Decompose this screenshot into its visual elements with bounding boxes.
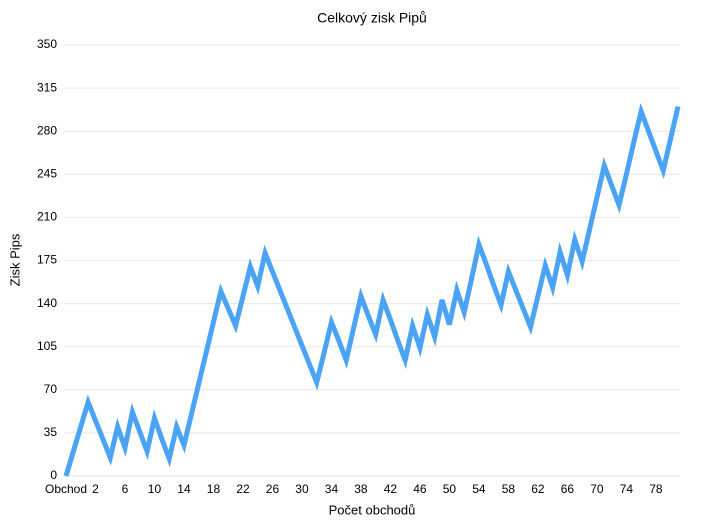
x-tick-label: 22 — [236, 482, 250, 496]
x-tick-label: 46 — [413, 482, 427, 496]
x-tick-label: 54 — [472, 482, 486, 496]
x-tick-label: 70 — [590, 482, 604, 496]
y-tick-label: 175 — [37, 253, 57, 267]
x-tick-label: 2 — [92, 482, 99, 496]
y-tick-label: 210 — [37, 210, 57, 224]
x-tick-label: 42 — [384, 482, 398, 496]
x-tick-label: 18 — [207, 482, 221, 496]
y-axis-title: Zisk Pips — [7, 233, 22, 286]
x-tick-label: 34 — [325, 482, 339, 496]
x-tick-label: 74 — [620, 482, 634, 496]
y-tick-label: 350 — [37, 37, 57, 51]
x-axis-title: Počet obchodů — [329, 502, 416, 517]
x-tick-label: 6 — [122, 482, 129, 496]
x-tick-label: 14 — [177, 482, 191, 496]
x-tick-label: 66 — [561, 482, 575, 496]
x-tick-label: 30 — [295, 482, 309, 496]
y-tick-label: 245 — [37, 166, 57, 180]
chart-title: Celkový zisk Pipů — [317, 10, 427, 26]
y-tick-label: 140 — [37, 296, 57, 310]
y-tick-label: 315 — [37, 80, 57, 94]
x-tick-label: 62 — [531, 482, 545, 496]
data-line — [63, 102, 681, 477]
x-tick-label: Obchod — [45, 482, 87, 496]
x-tick-label: 78 — [649, 482, 663, 496]
x-tick-label: 50 — [443, 482, 457, 496]
x-tick-label: 58 — [502, 482, 516, 496]
y-tick-label: 0 — [50, 468, 57, 482]
y-tick-label: 35 — [44, 425, 58, 439]
y-tick-label: 280 — [37, 123, 57, 137]
y-tick-label: 70 — [44, 382, 58, 396]
x-tick-label: 26 — [266, 482, 280, 496]
x-tick-label: 10 — [148, 482, 162, 496]
y-tick-label: 105 — [37, 339, 57, 353]
x-tick-label: 38 — [354, 482, 368, 496]
